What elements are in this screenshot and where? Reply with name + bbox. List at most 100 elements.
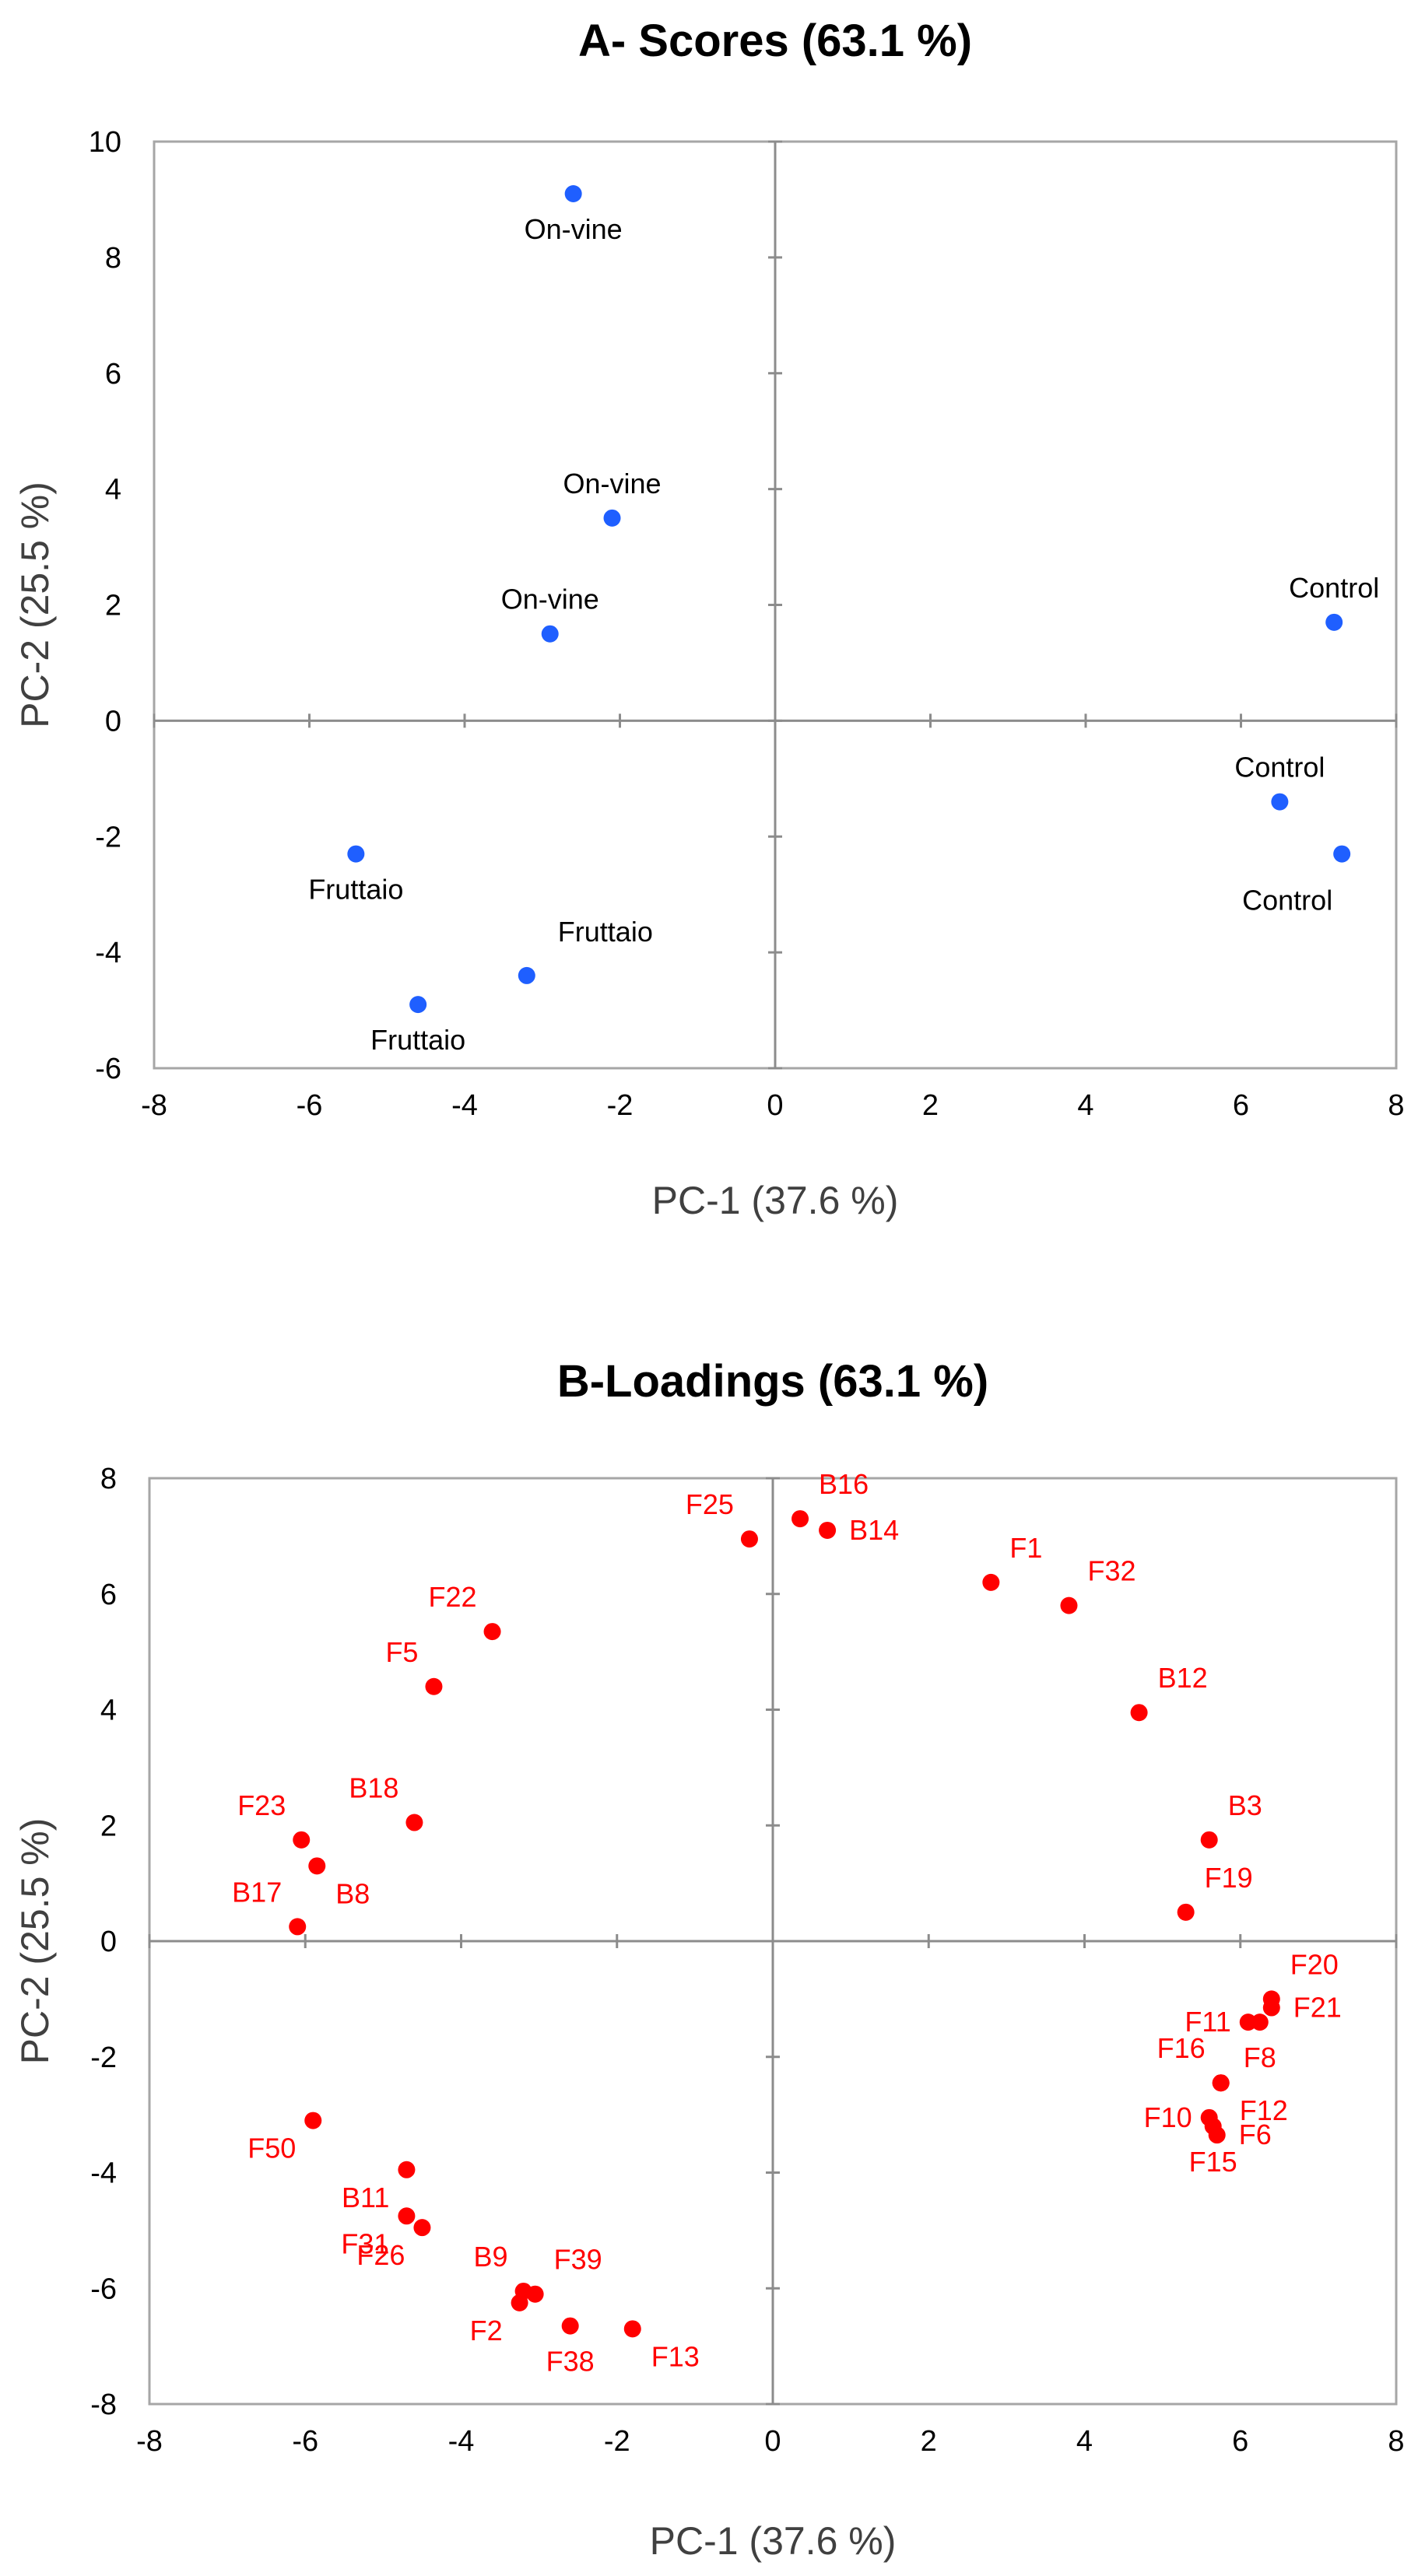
point-label: B16	[819, 1468, 869, 1500]
data-point	[483, 1623, 501, 1641]
point-label: Fruttaio	[308, 874, 403, 906]
x-tick-label: 2	[921, 2425, 937, 2458]
data-point	[398, 2161, 416, 2178]
point-label: B11	[342, 2182, 389, 2213]
x-tick-label: 2	[922, 1089, 939, 1122]
y-tick-label: -6	[90, 2273, 117, 2305]
data-point	[819, 1521, 837, 1539]
point-label: F12	[1240, 2094, 1288, 2126]
y-tick-label: 6	[100, 1579, 117, 1611]
data-point	[526, 2285, 544, 2303]
point-label: F15	[1189, 2146, 1237, 2178]
data-point	[304, 2112, 322, 2129]
data-point	[1060, 1596, 1078, 1614]
x-tick-label: -4	[448, 2425, 475, 2458]
y-tick-label: -2	[90, 2042, 117, 2074]
point-label: F25	[686, 1488, 734, 1520]
chart-title: A- Scores (63.1 %)	[578, 16, 972, 66]
loadings-panel: B-Loadings (63.1 %) -8 -6 -4 -2 0 2 4 6 8 -8 -6 -4 -2…	[13, 1356, 1405, 2563]
data-point	[293, 1831, 311, 1849]
data-point	[561, 2317, 579, 2335]
y-tick-label: 10	[89, 126, 121, 159]
data-point	[425, 1677, 443, 1695]
data-point	[1177, 1903, 1195, 1921]
data-point	[1251, 2013, 1269, 2031]
point-label: F21	[1293, 1992, 1342, 2024]
y-axis-label: PC-2 (25.5 %)	[13, 482, 57, 728]
data-point	[405, 1814, 423, 1831]
point-label: Control	[1234, 752, 1325, 783]
point-label: B14	[849, 1514, 899, 1546]
y-tick-label: 4	[100, 1695, 117, 1727]
x-axis-label: PC-1 (37.6 %)	[650, 2519, 897, 2563]
x-tick-label: -2	[604, 2425, 630, 2458]
point-label: F5	[385, 1636, 418, 1668]
data-point	[603, 509, 621, 527]
point-label: F26	[356, 2239, 405, 2271]
y-tick-label: -2	[95, 821, 121, 853]
y-tick-label: -8	[90, 2388, 117, 2421]
point-label: F38	[546, 2346, 595, 2378]
point-label: B18	[349, 1772, 398, 1804]
y-tick-label: -6	[95, 1053, 121, 1085]
y-tick-label: 2	[105, 590, 121, 622]
data-point	[398, 2207, 416, 2225]
point-label: F13	[651, 2340, 700, 2372]
point-label: F1	[1009, 1532, 1042, 1564]
data-point	[518, 966, 535, 984]
x-axis-label: PC-1 (37.6 %)	[652, 1179, 899, 1222]
x-tick-label: -6	[292, 2425, 318, 2458]
point-label: F39	[554, 2244, 602, 2276]
y-tick-label: 2	[100, 1810, 117, 1842]
data-point	[289, 1918, 307, 1936]
data-point	[511, 2294, 528, 2311]
data-point	[564, 184, 582, 202]
point-label: Fruttaio	[370, 1024, 465, 1056]
data-point	[1271, 793, 1289, 811]
point-label: B8	[335, 1877, 370, 1909]
data-point	[1200, 1831, 1218, 1849]
data-point	[740, 1530, 758, 1548]
point-label: B17	[232, 1876, 282, 1908]
point-label: F10	[1144, 2101, 1192, 2133]
y-tick-label: 8	[100, 1463, 117, 1495]
data-point	[347, 845, 365, 863]
data-point	[623, 2320, 641, 2338]
point-label: F11	[1185, 2006, 1230, 2038]
data-point	[409, 996, 427, 1014]
data-point	[1333, 845, 1351, 863]
y-tick-label: 6	[105, 358, 121, 391]
point-label: B12	[1158, 1662, 1208, 1694]
point-label: F6	[1239, 2119, 1272, 2150]
point-label: B9	[474, 2241, 508, 2273]
x-tick-label: 6	[1233, 1089, 1249, 1122]
data-point	[541, 625, 559, 643]
point-label: F31	[341, 2227, 389, 2259]
point-label: F23	[237, 1789, 286, 1821]
data-point	[413, 2219, 431, 2237]
x-tick-label: 8	[1388, 2425, 1404, 2458]
scores-panel: A- Scores (63.1 %) -8 -6 -4 -2 0 2 4 6 8 -6 -4 -2 0 2 4…	[13, 16, 1405, 1222]
chart-title: B-Loadings (63.1 %)	[557, 1356, 988, 1407]
x-tick-label: -4	[451, 1089, 478, 1122]
data-point	[1130, 1704, 1148, 1722]
x-tick-label: -8	[136, 2425, 163, 2458]
x-tick-label: 4	[1076, 2425, 1093, 2458]
y-tick-label: 4	[105, 474, 121, 506]
point-label: Control	[1289, 572, 1379, 604]
point-label: Control	[1242, 885, 1332, 916]
x-tick-label: 8	[1388, 1089, 1404, 1122]
point-label: F32	[1087, 1555, 1135, 1587]
point-label: On-vine	[563, 468, 661, 499]
data-point	[791, 1510, 809, 1528]
data-point	[1262, 1999, 1280, 2017]
data-point	[1325, 613, 1343, 631]
point-label: F2	[470, 2315, 503, 2346]
data-point	[1204, 2118, 1222, 2135]
x-tick-label: -8	[141, 1089, 167, 1122]
point-label: F50	[247, 2133, 296, 2164]
point-label: F8	[1244, 2042, 1276, 2073]
y-axis-label: PC-2 (25.5 %)	[13, 1818, 57, 2065]
point-label: F20	[1290, 1948, 1339, 1980]
